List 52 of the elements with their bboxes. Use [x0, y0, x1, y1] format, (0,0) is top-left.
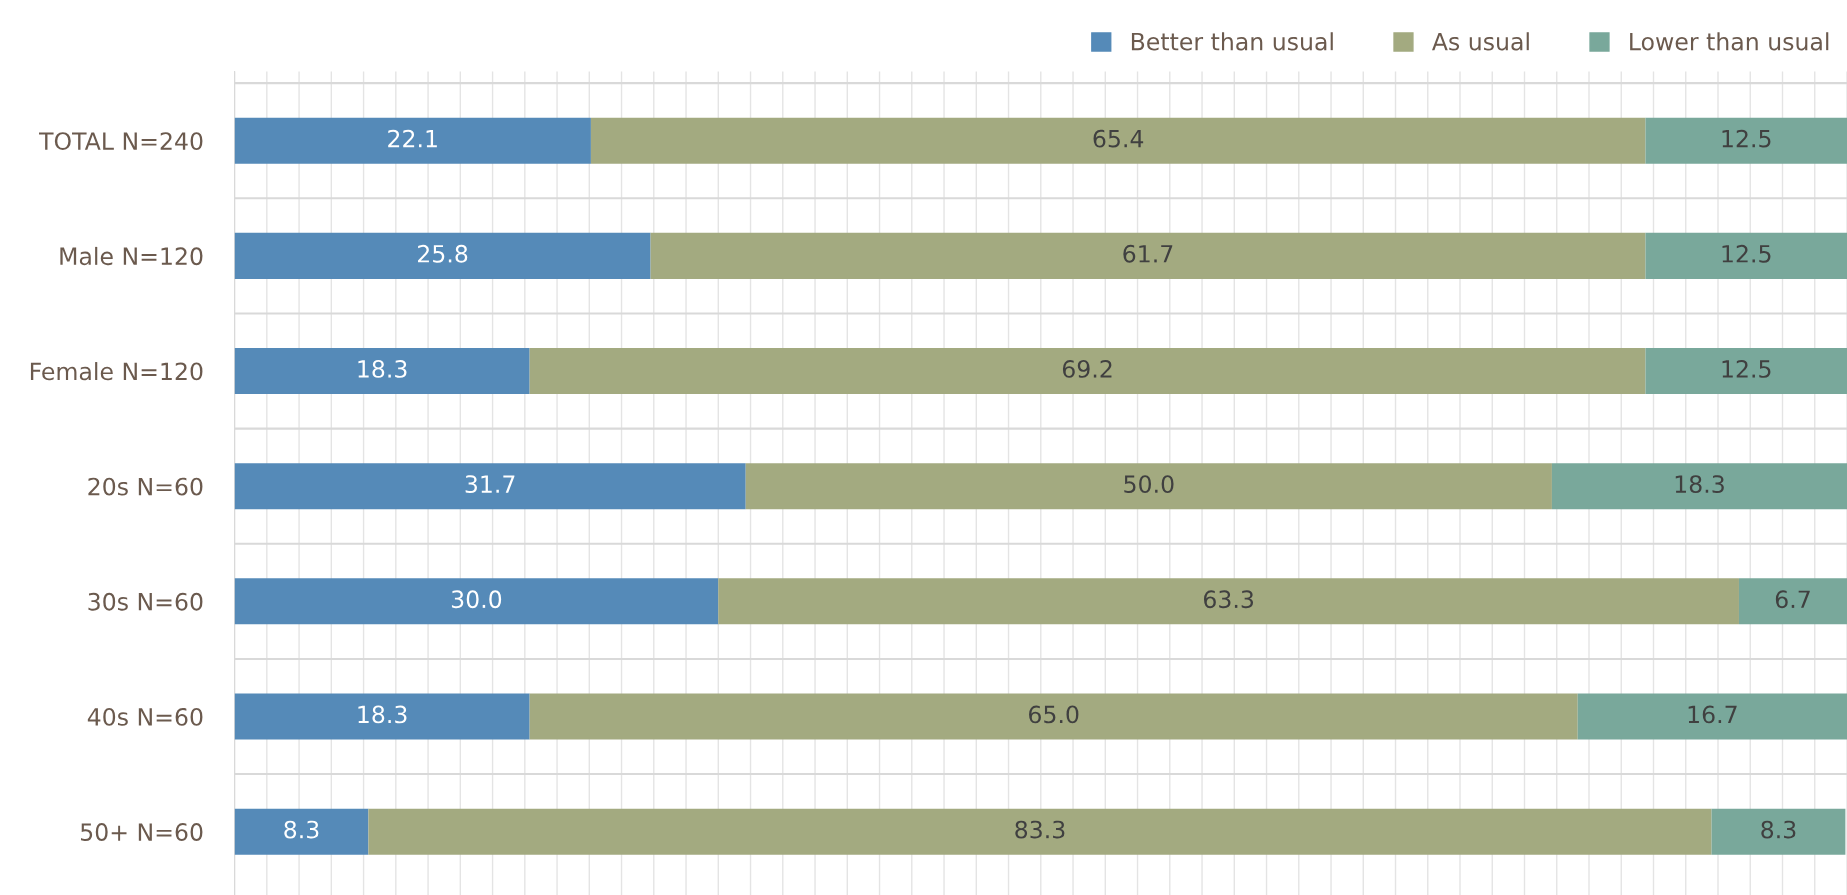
data-label: 18.3	[1675, 475, 1724, 494]
bar	[1738, 578, 1847, 625]
data-label: 50.0	[1124, 475, 1174, 494]
data-label: 12.5	[1722, 244, 1771, 263]
data-label: 18.3	[358, 705, 407, 724]
bar	[745, 463, 1552, 510]
bar	[1645, 347, 1847, 395]
data-label: 12.5	[1722, 129, 1771, 148]
bar	[529, 347, 1646, 395]
bar	[234, 463, 746, 510]
legend-label: Lower than usual	[1630, 32, 1829, 51]
data-label: 83.3	[1015, 820, 1065, 839]
y-tick-label: 40s N=60	[87, 707, 203, 726]
data-label: 61.7	[1123, 244, 1173, 263]
y-tick-label: 50+ N=60	[81, 823, 203, 841]
data-label: 22.1	[388, 129, 437, 148]
data-label: 63.3	[1204, 590, 1254, 609]
bar	[590, 117, 1646, 164]
bar	[234, 808, 369, 855]
data-label: 8.3	[1761, 820, 1796, 839]
y-tick-label: 20s N=60	[88, 477, 203, 496]
bar	[1577, 693, 1847, 740]
data-label: 8.3	[284, 820, 319, 839]
data-label: 69.2	[1062, 360, 1112, 378]
bar	[234, 347, 530, 395]
data-label: 65.0	[1029, 705, 1079, 724]
bar	[1711, 808, 1846, 855]
bar	[234, 232, 651, 279]
data-label: 12.5	[1722, 360, 1771, 378]
bar	[650, 232, 1646, 279]
data-label: 31.7	[465, 475, 515, 494]
bar	[234, 578, 719, 625]
legend-label: Better than usual	[1131, 32, 1333, 51]
bar	[1551, 463, 1847, 510]
data-label: 30.0	[451, 590, 502, 609]
bar	[234, 117, 591, 164]
bar	[368, 808, 1712, 855]
y-tick-label: Male N=120	[60, 246, 203, 266]
y-tick-label: TOTAL N=240	[39, 132, 203, 150]
bar	[529, 693, 1578, 740]
bar	[1645, 232, 1847, 279]
data-label: 16.7	[1688, 705, 1737, 724]
bar	[234, 693, 530, 740]
data-label: 18.3	[358, 360, 407, 378]
y-tick-label: 30s N=60	[88, 592, 203, 611]
y-tick-label: Female N=120	[30, 362, 203, 381]
bar	[1645, 117, 1847, 164]
data-label: 65.4	[1093, 129, 1144, 148]
legend-label: As usual	[1431, 32, 1529, 51]
data-label: 25.8	[418, 244, 468, 263]
bar	[718, 578, 1739, 625]
data-label: 6.7	[1775, 590, 1810, 609]
